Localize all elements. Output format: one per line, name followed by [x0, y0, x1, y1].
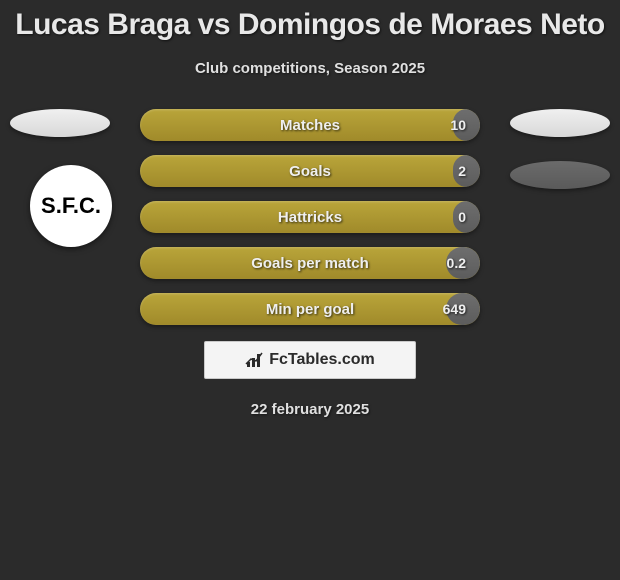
- avatar-placeholder-right-top: [510, 109, 610, 137]
- stat-bar-label: Matches: [140, 109, 480, 141]
- subtitle: Club competitions, Season 2025: [0, 60, 620, 77]
- stat-bar: Hattricks0: [140, 201, 480, 233]
- stat-bars: Matches10 Goals2 Hattricks0 Goals per match…: [140, 109, 480, 325]
- stat-bar: Goals per match0.2: [140, 247, 480, 279]
- brand-badge[interactable]: FcTables.com: [204, 341, 416, 379]
- stat-bar-value: 0.2: [447, 247, 466, 279]
- date-label: 22 february 2025: [0, 401, 620, 418]
- stat-bar: Min per goal649: [140, 293, 480, 325]
- avatar-placeholder-right-bottom: [510, 161, 610, 189]
- club-badge-text: S.F.C.: [41, 195, 101, 217]
- stat-bar-value: 2: [458, 155, 466, 187]
- chart-icon: [245, 352, 265, 368]
- club-badge: S.F.C.: [30, 165, 112, 247]
- avatar-placeholder-left: [10, 109, 110, 137]
- page-title: Lucas Braga vs Domingos de Moraes Neto: [0, 0, 620, 42]
- stat-bar-value: 0: [458, 201, 466, 233]
- stat-bar: Matches10: [140, 109, 480, 141]
- stat-bar-label: Hattricks: [140, 201, 480, 233]
- brand-text: FcTables.com: [269, 351, 375, 369]
- stat-bar-value: 10: [450, 109, 466, 141]
- stats-area: S.F.C. Matches10 Goals2 Hattricks0 Goals pe…: [0, 109, 620, 325]
- stat-bar-label: Goals: [140, 155, 480, 187]
- stat-bar-label: Goals per match: [140, 247, 480, 279]
- stat-bar-value: 649: [443, 293, 466, 325]
- stat-bar: Goals2: [140, 155, 480, 187]
- stat-bar-label: Min per goal: [140, 293, 480, 325]
